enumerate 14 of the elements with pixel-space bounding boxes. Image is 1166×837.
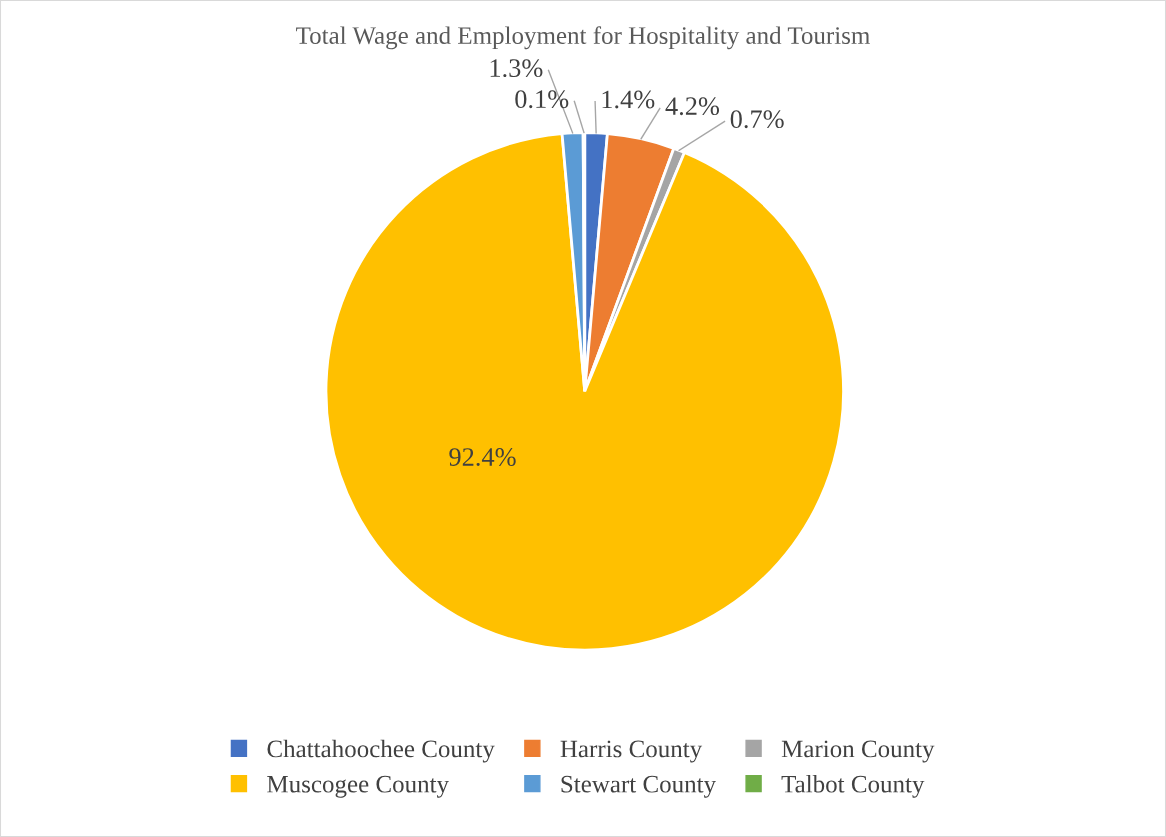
chart-title: Total Wage and Employment for Hospitality and Tourism (296, 26, 870, 50)
pie-slice (324, 132, 845, 652)
legend-label: Muscogee County (267, 775, 449, 798)
data-label: 1.3% (490, 59, 543, 78)
data-label: 4.2% (665, 97, 720, 116)
data-label: 1.4% (602, 90, 655, 109)
data-label: 92.4% (449, 448, 516, 466)
legend-label: Stewart County (561, 775, 716, 798)
legend-label: Talbot County (781, 775, 925, 798)
data-label: 0.1% (515, 90, 569, 109)
legend-label: Marion County (781, 740, 935, 763)
legend-label: Harris County (560, 740, 703, 763)
legend-label: Chattahoochee County (267, 739, 495, 763)
data-label: 0.7% (730, 110, 784, 129)
